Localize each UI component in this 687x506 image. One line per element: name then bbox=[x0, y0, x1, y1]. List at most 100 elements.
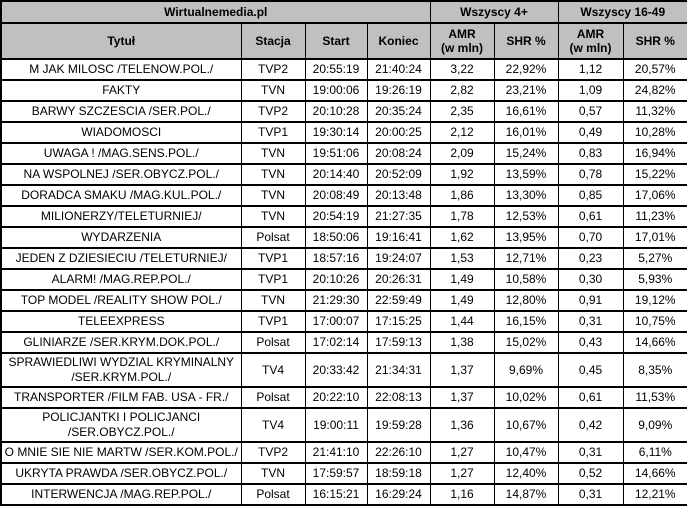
end-cell: 20:00:25 bbox=[366, 121, 431, 144]
start-cell: 19:00:11 bbox=[304, 407, 368, 443]
station-cell: TV4 bbox=[240, 407, 306, 443]
col-header-shr-4plus: SHR % bbox=[493, 22, 559, 60]
shr-4plus-cell: 10,47% bbox=[493, 441, 559, 464]
shr-16-49-cell: 5,93% bbox=[622, 268, 687, 291]
amr-4plus-cell: 2,82 bbox=[429, 79, 495, 102]
amr-16-49-cell: 0,31 bbox=[557, 441, 624, 464]
start-cell: 20:14:40 bbox=[304, 163, 368, 186]
shr-4plus-cell: 14,87% bbox=[493, 483, 559, 506]
table-row: GLINIARZE /SER.KRYM.DOK.POL./Polsat 17:02… bbox=[0, 331, 687, 354]
group-header-row: Wirtualnemedia.pl Wszyscy 4+ Wszyscy 16-… bbox=[0, 0, 687, 24]
amr-16-49-cell: 0,57 bbox=[557, 100, 624, 123]
amr-16-49-cell: 0,61 bbox=[557, 205, 624, 228]
col-header-amr-16-49: AMR (w mln) bbox=[557, 22, 624, 60]
amr-4plus-cell: 1,37 bbox=[429, 352, 495, 388]
amr-4plus-cell: 1,16 bbox=[429, 483, 495, 506]
amr-16-49-cell: 0,31 bbox=[557, 483, 624, 506]
station-cell: TVN bbox=[240, 462, 306, 485]
shr-16-49-cell: 24,82% bbox=[622, 79, 687, 102]
station-cell: TVP2 bbox=[240, 58, 306, 81]
amr-4plus-cell: 1,78 bbox=[429, 205, 495, 228]
start-cell: 17:59:57 bbox=[304, 462, 368, 485]
start-cell: 20:55:19 bbox=[304, 58, 368, 81]
start-cell: 17:00:07 bbox=[304, 310, 368, 333]
end-cell: 19:59:28 bbox=[366, 407, 431, 443]
table-row: WIADOMOSCI TVP1 19:30:14 20:00:25 2,12 16,01%… bbox=[0, 121, 687, 144]
end-cell: 19:24:07 bbox=[366, 247, 431, 270]
start-cell: 20:10:26 bbox=[304, 268, 368, 291]
title-cell: TOP MODEL /REALITY SHOW POL./ bbox=[0, 289, 242, 312]
table-row: INTERWENCJA /MAG.REP.POL./Polsat 16:15:21… bbox=[0, 483, 687, 506]
amr-4plus-cell: 1,44 bbox=[429, 310, 495, 333]
title-cell: SPRAWIEDLIWI WYDZIAL KRYMINALNY /SER.KRY… bbox=[0, 352, 242, 388]
table-row: SPRAWIEDLIWI WYDZIAL KRYMINALNY /SER.KRY… bbox=[0, 352, 687, 388]
col-header-amr-4plus: AMR (w mln) bbox=[429, 22, 495, 60]
amr-4plus-cell: 1,27 bbox=[429, 462, 495, 485]
shr-16-49-cell: 8,35% bbox=[622, 352, 687, 388]
group-header-all-16-49: Wszyscy 16-49 bbox=[557, 0, 687, 24]
amr-16-49-cell: 0,52 bbox=[557, 462, 624, 485]
title-cell: BARWY SZCZESCIA /SER.POL./ bbox=[0, 100, 242, 123]
shr-4plus-cell: 12,80% bbox=[493, 289, 559, 312]
end-cell: 21:34:31 bbox=[366, 352, 431, 388]
table-row: MILIONERZY/TELETURNIEJ/TVN 20:54:19 21:27:… bbox=[0, 205, 687, 228]
station-cell: TVP1 bbox=[240, 268, 306, 291]
end-cell: 18:59:18 bbox=[366, 462, 431, 485]
amr-16-49-cell: 0,30 bbox=[557, 268, 624, 291]
station-cell: TVN bbox=[240, 184, 306, 207]
amr-16-49-cell: 0,83 bbox=[557, 142, 624, 165]
column-header-row: Tytuł Stacja Start Koniec AMR (w mln) SHR… bbox=[0, 22, 687, 60]
start-cell: 21:41:10 bbox=[304, 441, 368, 464]
title-cell: INTERWENCJA /MAG.REP.POL./ bbox=[0, 483, 242, 506]
end-cell: 22:08:13 bbox=[366, 386, 431, 409]
title-cell: POLICJANTKI I POLICJANCI /SER.OBYCZ.POL.… bbox=[0, 407, 242, 443]
table-row: O MNIE SIE NIE MARTW /SER.KOM.POL./TVP2 2… bbox=[0, 441, 687, 464]
title-cell: JEDEN Z DZIESIECIU /TELETURNIEJ/ bbox=[0, 247, 242, 270]
table-row: FAKTY TVN 19:00:06 19:26:19 2,82 23,21% 1,09 24… bbox=[0, 79, 687, 102]
amr-4plus-cell: 1,49 bbox=[429, 289, 495, 312]
end-cell: 20:52:09 bbox=[366, 163, 431, 186]
title-cell: UKRYTA PRAWDA /SER.OBYCZ.POL./ bbox=[0, 462, 242, 485]
shr-4plus-cell: 10,67% bbox=[493, 407, 559, 443]
station-cell: TVP2 bbox=[240, 441, 306, 464]
amr-16-49-cell: 0,49 bbox=[557, 121, 624, 144]
amr-label-line2: (w mln) bbox=[441, 41, 483, 55]
amr-16-49-cell: 0,23 bbox=[557, 247, 624, 270]
shr-16-49-cell: 11,32% bbox=[622, 100, 687, 123]
col-header-end: Koniec bbox=[366, 22, 431, 60]
table-row: NA WSPOLNEJ /SER.OBYCZ.POL./TVN 20:14:40 2… bbox=[0, 163, 687, 186]
shr-4plus-cell: 16,15% bbox=[493, 310, 559, 333]
shr-16-49-cell: 15,22% bbox=[622, 163, 687, 186]
table-header: Wirtualnemedia.pl Wszyscy 4+ Wszyscy 16-… bbox=[0, 0, 687, 60]
end-cell: 22:59:49 bbox=[366, 289, 431, 312]
shr-4plus-cell: 16,61% bbox=[493, 100, 559, 123]
title-cell: M JAK MILOSC /TELENOW.POL./ bbox=[0, 58, 242, 81]
amr-4plus-cell: 1,92 bbox=[429, 163, 495, 186]
station-cell: TVN bbox=[240, 142, 306, 165]
title-cell: TRANSPORTER /FILM FAB. USA - FR./ bbox=[0, 386, 242, 409]
start-cell: 18:57:16 bbox=[304, 247, 368, 270]
title-cell: NA WSPOLNEJ /SER.OBYCZ.POL./ bbox=[0, 163, 242, 186]
shr-16-49-cell: 14,66% bbox=[622, 462, 687, 485]
amr-16-49-cell: 0,78 bbox=[557, 163, 624, 186]
shr-4plus-cell: 23,21% bbox=[493, 79, 559, 102]
title-cell: UWAGA ! /MAG.SENS.POL./ bbox=[0, 142, 242, 165]
end-cell: 17:59:13 bbox=[366, 331, 431, 354]
end-cell: 21:40:24 bbox=[366, 58, 431, 81]
amr-16-49-cell: 1,09 bbox=[557, 79, 624, 102]
station-cell: TVN bbox=[240, 163, 306, 186]
amr-16-49-cell: 0,91 bbox=[557, 289, 624, 312]
end-cell: 22:26:10 bbox=[366, 441, 431, 464]
shr-16-49-cell: 10,28% bbox=[622, 121, 687, 144]
shr-16-49-cell: 19,12% bbox=[622, 289, 687, 312]
shr-4plus-cell: 12,53% bbox=[493, 205, 559, 228]
start-cell: 16:15:21 bbox=[304, 483, 368, 506]
shr-4plus-cell: 10,58% bbox=[493, 268, 559, 291]
table-row: BARWY SZCZESCIA /SER.POL./TVP2 20:10:28 20… bbox=[0, 100, 687, 123]
col-header-shr-16-49: SHR % bbox=[622, 22, 687, 60]
end-cell: 16:29:24 bbox=[366, 483, 431, 506]
shr-16-49-cell: 11,23% bbox=[622, 205, 687, 228]
shr-16-49-cell: 9,09% bbox=[622, 407, 687, 443]
amr-16-49-cell: 1,12 bbox=[557, 58, 624, 81]
shr-4plus-cell: 12,40% bbox=[493, 462, 559, 485]
